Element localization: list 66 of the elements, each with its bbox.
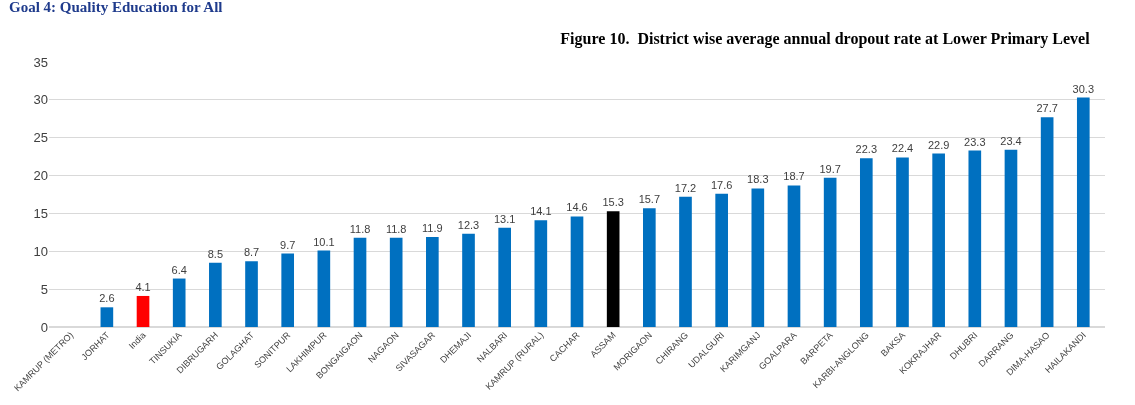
bar (751, 188, 765, 327)
bar (896, 157, 909, 327)
data-label: 17.2 (674, 181, 697, 194)
y-tick-label: 35 (33, 54, 48, 70)
data-label: 17.6 (710, 178, 733, 191)
y-tick-label: 30 (33, 92, 48, 108)
text: Goal 4: Quality Education for All (9, 0, 223, 15)
bar (498, 227, 511, 327)
bar (209, 262, 222, 327)
data-label: 11.9 (422, 221, 443, 234)
y-tick-label: 10 (33, 243, 48, 259)
bar (606, 211, 620, 327)
data-label: 10.1 (313, 235, 335, 248)
data-label: 18.3 (747, 173, 769, 186)
y-tick-label: 25 (33, 130, 48, 146)
chart-title: Figure 10. District wise average annual dropout rate at Lower Primary Level (560, 29, 1091, 48)
bar (823, 177, 837, 327)
data-label: 22.3 (855, 143, 878, 156)
y-tick-label: 0 (40, 319, 48, 335)
data-label: 13.1 (493, 212, 516, 225)
bar (715, 193, 728, 327)
bar (534, 220, 548, 327)
bar (100, 307, 114, 327)
bar (426, 236, 439, 327)
data-label: 15.3 (602, 196, 624, 209)
data-label: 9.7 (280, 238, 296, 251)
data-label: 6.4 (171, 263, 187, 276)
data-label: 8.5 (207, 247, 223, 260)
bar (245, 261, 258, 327)
bar (1076, 97, 1090, 327)
bar (643, 208, 656, 327)
bar (859, 158, 873, 327)
bar (317, 250, 331, 327)
bar (932, 153, 945, 327)
data-label: 18.7 (783, 170, 805, 183)
y-tick-label: 5 (40, 281, 48, 297)
data-label: 2.6 (99, 292, 115, 305)
data-label: 14.1 (530, 205, 552, 218)
data-label: 14.6 (566, 201, 588, 214)
bar (281, 253, 295, 327)
bar (172, 278, 186, 327)
data-label: 19.7 (819, 162, 841, 175)
data-label: 4.1 (135, 280, 151, 293)
bar (968, 150, 982, 327)
y-tick-label: 20 (33, 168, 48, 184)
data-label: 8.7 (243, 246, 260, 259)
bar (136, 295, 150, 327)
bar (353, 237, 367, 327)
data-label: 23.4 (1000, 134, 1022, 147)
bar (462, 233, 475, 327)
data-label: 12.3 (457, 218, 480, 231)
y-tick-label: 15 (33, 205, 48, 221)
data-label: 11.8 (349, 222, 371, 235)
bar (679, 196, 692, 327)
bar (1004, 149, 1018, 327)
bar (570, 216, 584, 327)
bar (787, 185, 801, 327)
data-label: 15.7 (638, 193, 661, 206)
data-label: 22.9 (927, 138, 950, 151)
data-label: 30.3 (1072, 82, 1095, 95)
data-label: 27.7 (1036, 102, 1058, 115)
data-label: 23.3 (964, 135, 986, 148)
data-label: 11.8 (385, 222, 407, 235)
bar (389, 237, 403, 327)
bar (1040, 117, 1054, 327)
data-label: 22.4 (891, 142, 914, 155)
